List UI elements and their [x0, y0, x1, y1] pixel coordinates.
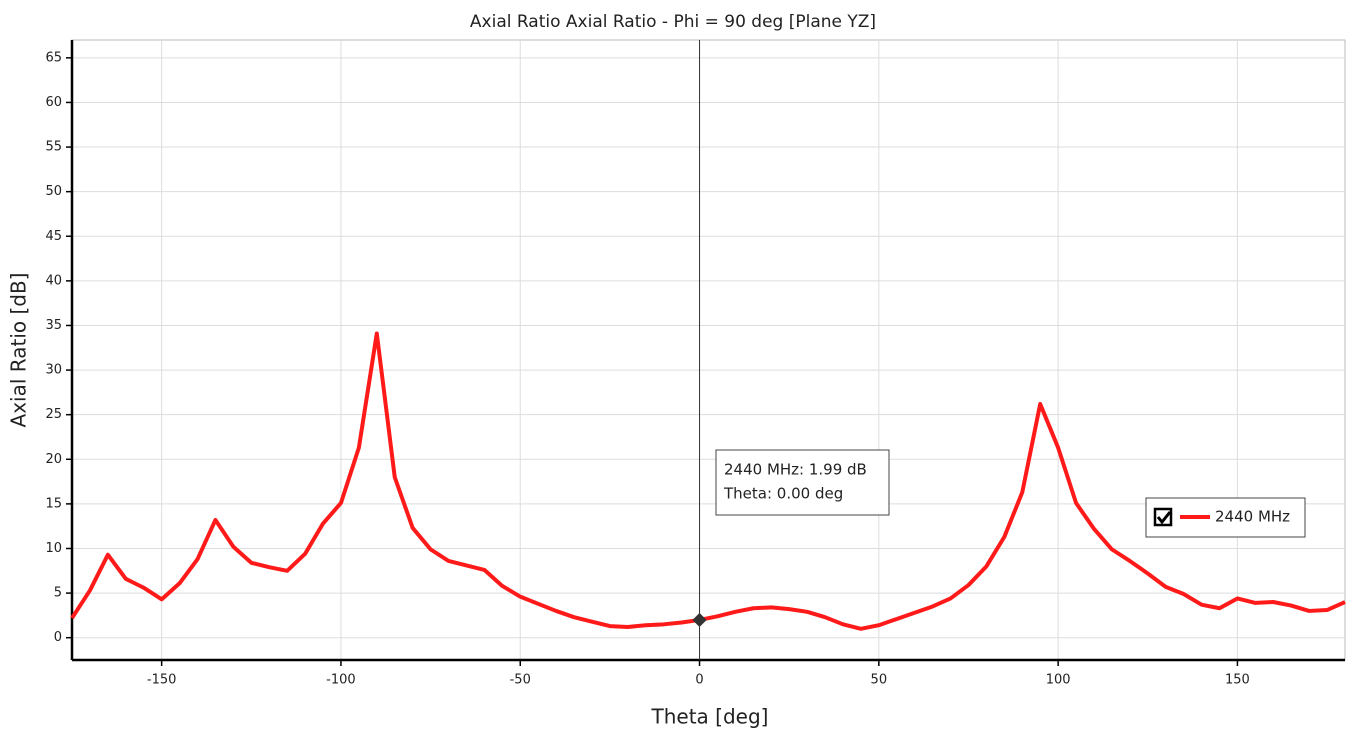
checkmark: [1156, 511, 1172, 525]
y-tick-label: 20: [45, 452, 62, 467]
y-tick-label: 10: [45, 541, 62, 556]
tooltip-text: Theta: 0.00 deg: [723, 485, 843, 503]
y-tick-label: 5: [54, 586, 62, 601]
x-axis-label: Theta [deg]: [651, 705, 769, 729]
x-tick-label: -50: [510, 673, 531, 688]
x-tick-label: 0: [695, 673, 703, 688]
y-tick-label: 25: [45, 407, 62, 422]
y-tick-label: 60: [45, 95, 62, 110]
cursor-marker: [692, 612, 707, 628]
y-tick-label: 65: [45, 50, 62, 65]
plot-area: [71, 39, 1346, 661]
x-tick-label: 50: [871, 673, 888, 688]
legend-checkbox[interactable]: [1153, 507, 1173, 527]
y-tick-label: 35: [45, 318, 62, 333]
x-tick-label: 100: [1046, 673, 1071, 688]
chart-title: Axial Ratio Axial Ratio - Phi = 90 deg […: [470, 12, 876, 32]
y-tick-label: 15: [45, 496, 62, 511]
y-tick-label: 40: [45, 273, 62, 288]
x-tick-label: 150: [1225, 673, 1250, 688]
y-tick-label: 0: [54, 630, 62, 645]
legend-label: 2440 MHz: [1215, 508, 1290, 526]
x-tick-label: -150: [147, 673, 177, 688]
tooltip-box: [715, 449, 890, 516]
y-tick-label: 45: [45, 229, 62, 244]
y-axis-label: Axial Ratio [dB]: [7, 273, 31, 428]
y-tick-label: 55: [45, 140, 62, 155]
series-line: [70, 331, 1346, 631]
y-tick-label: 50: [45, 184, 62, 199]
legend-box: [1145, 497, 1306, 538]
y-tick-label: 30: [45, 363, 62, 378]
x-tick-label: -100: [326, 673, 356, 688]
tooltip-text: 2440 MHz: 1.99 dB: [724, 461, 867, 479]
